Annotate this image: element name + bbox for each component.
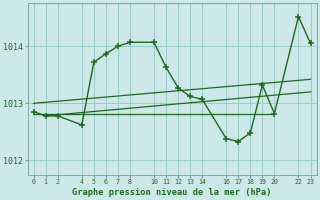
X-axis label: Graphe pression niveau de la mer (hPa): Graphe pression niveau de la mer (hPa) [72, 188, 272, 197]
